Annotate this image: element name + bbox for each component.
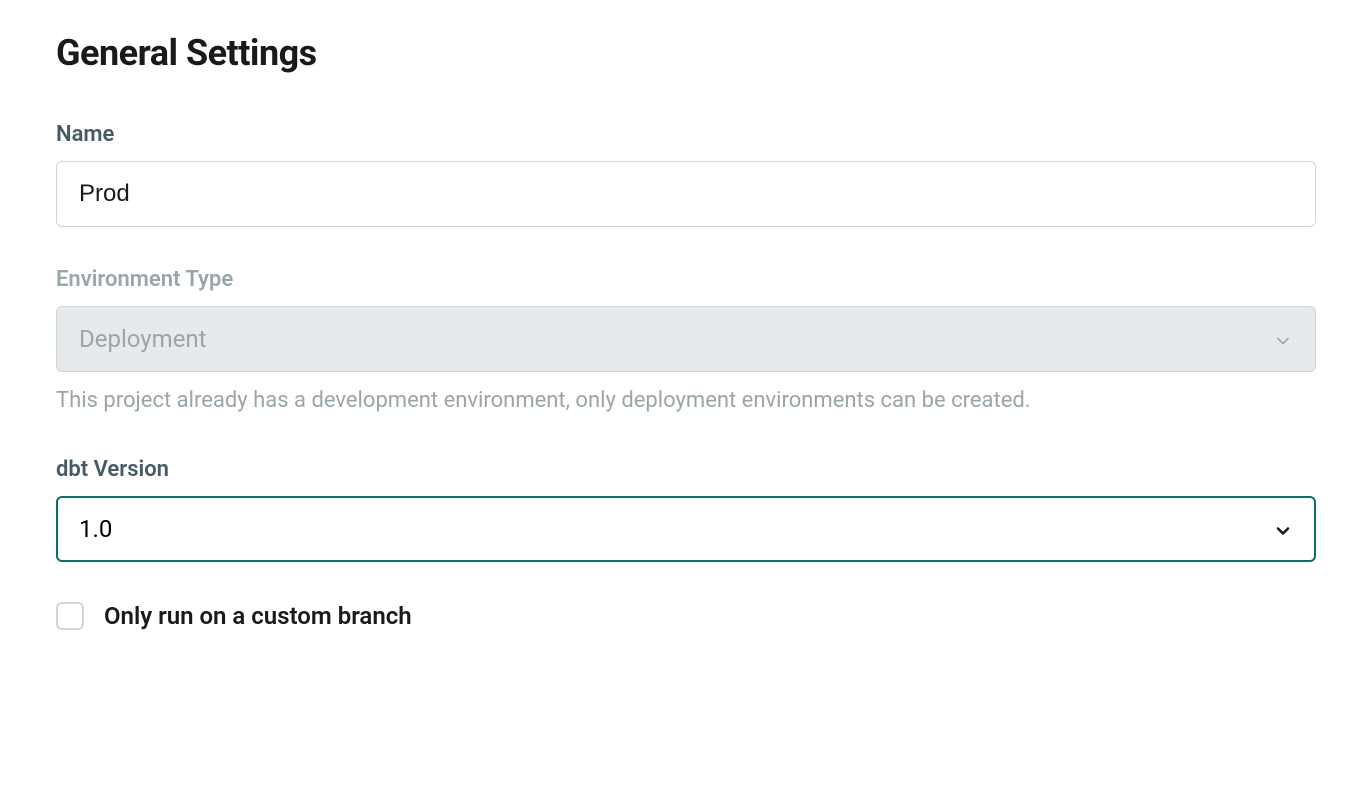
dbt-version-field-group: dbt Version 1.0 <box>56 457 1316 562</box>
dbt-version-select[interactable]: 1.0 <box>56 496 1316 562</box>
custom-branch-checkbox[interactable] <box>56 602 84 630</box>
environment-type-helper-text: This project already has a development e… <box>56 386 1316 417</box>
custom-branch-row: Only run on a custom branch <box>56 602 1316 630</box>
dbt-version-select-wrapper: 1.0 <box>56 496 1316 562</box>
dbt-version-label: dbt Version <box>56 457 1316 482</box>
environment-type-select: Deployment <box>56 306 1316 372</box>
name-input[interactable] <box>56 161 1316 227</box>
dbt-version-value: 1.0 <box>79 515 1273 543</box>
page-title: General Settings <box>56 32 1316 74</box>
environment-type-value: Deployment <box>79 325 1273 353</box>
chevron-down-icon <box>1273 519 1293 539</box>
environment-type-select-wrapper: Deployment <box>56 306 1316 372</box>
environment-type-label: Environment Type <box>56 267 1316 292</box>
environment-type-field-group: Environment Type Deployment This project… <box>56 267 1316 417</box>
name-field-group: Name <box>56 122 1316 227</box>
chevron-down-icon <box>1273 329 1293 349</box>
custom-branch-label: Only run on a custom branch <box>104 602 412 630</box>
name-label: Name <box>56 122 1316 147</box>
